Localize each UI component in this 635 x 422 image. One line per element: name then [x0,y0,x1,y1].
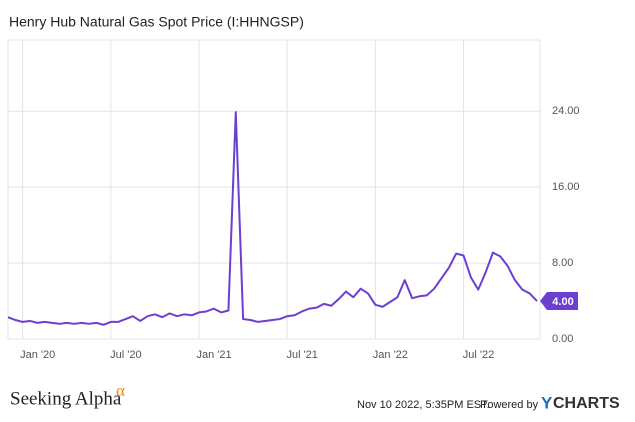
y-tick-label: 16.00 [552,181,580,193]
x-tick-label: Jan '20 [20,349,55,361]
logo-rest: CHARTS [553,395,620,412]
x-tick-label: Jan '21 [196,349,231,361]
x-tick-label: Jul '22 [463,349,494,361]
x-tick-label: Jul '21 [286,349,317,361]
line [7,111,538,326]
powered-by: Powered by [480,399,539,411]
x-tick-label: Jul '20 [110,349,141,361]
plot-frame [7,39,541,340]
brand-mark: α [116,381,125,400]
chart-title: Henry Hub Natural Gas Spot Price (I:HHNG… [9,14,304,30]
y-tick-label: 24.00 [552,105,580,117]
y-tick-label: 8.00 [552,257,573,269]
plot: 0.00 8.00 16.00 24.00 Jan '20 Jul '20 Jan '21 J… [7,40,580,361]
logo-y: Y [541,393,553,412]
last-value-label: 4.00 [552,296,573,308]
last-value-tag [540,292,578,311]
x-tick-label: Jan '22 [373,349,408,361]
timestamp: Nov 10 2022, 5:35PM EST. [357,399,490,411]
y-tick-label: 0.00 [552,333,573,345]
brand: Seeking Alpha [10,388,122,409]
